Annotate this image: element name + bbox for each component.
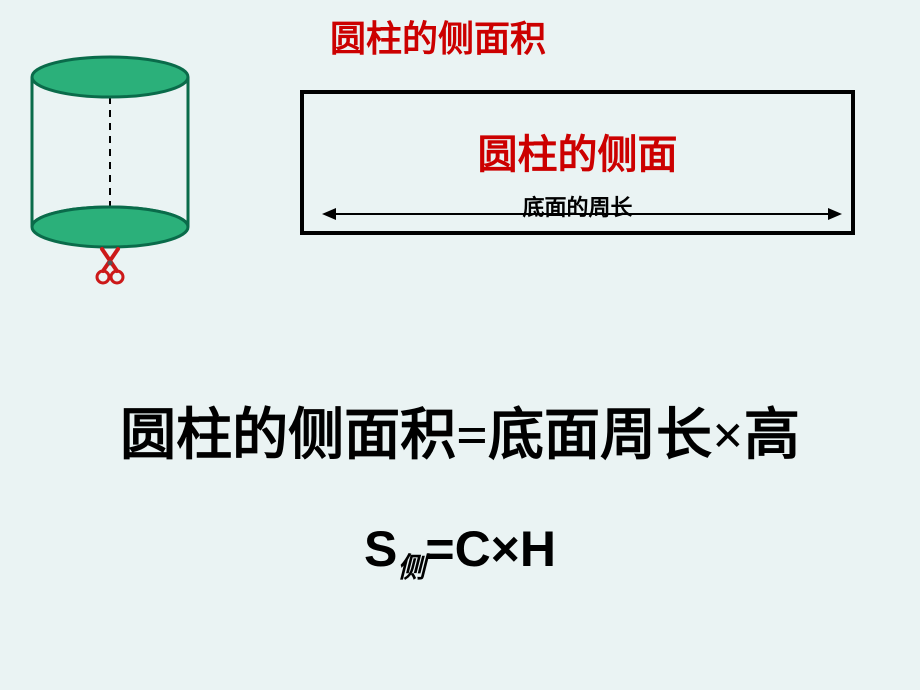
formula-chinese: 圆柱的侧面积=底面周长×高 xyxy=(0,390,920,471)
formula-sub: 侧 xyxy=(397,553,425,584)
cylinder-diagram xyxy=(28,55,193,295)
cylinder-svg xyxy=(28,55,193,295)
formula-rest: =C×H xyxy=(425,521,556,577)
rectangle-label: 圆柱的侧面 xyxy=(304,122,851,180)
formula-s: S xyxy=(364,521,397,577)
page-title: 圆柱的侧面积 xyxy=(330,10,546,62)
unrolled-rectangle: 圆柱的侧面 底面的周长 xyxy=(300,90,855,235)
formula-symbolic: S侧=C×H xyxy=(0,520,920,586)
arrow-label: 底面的周长 xyxy=(304,190,851,222)
